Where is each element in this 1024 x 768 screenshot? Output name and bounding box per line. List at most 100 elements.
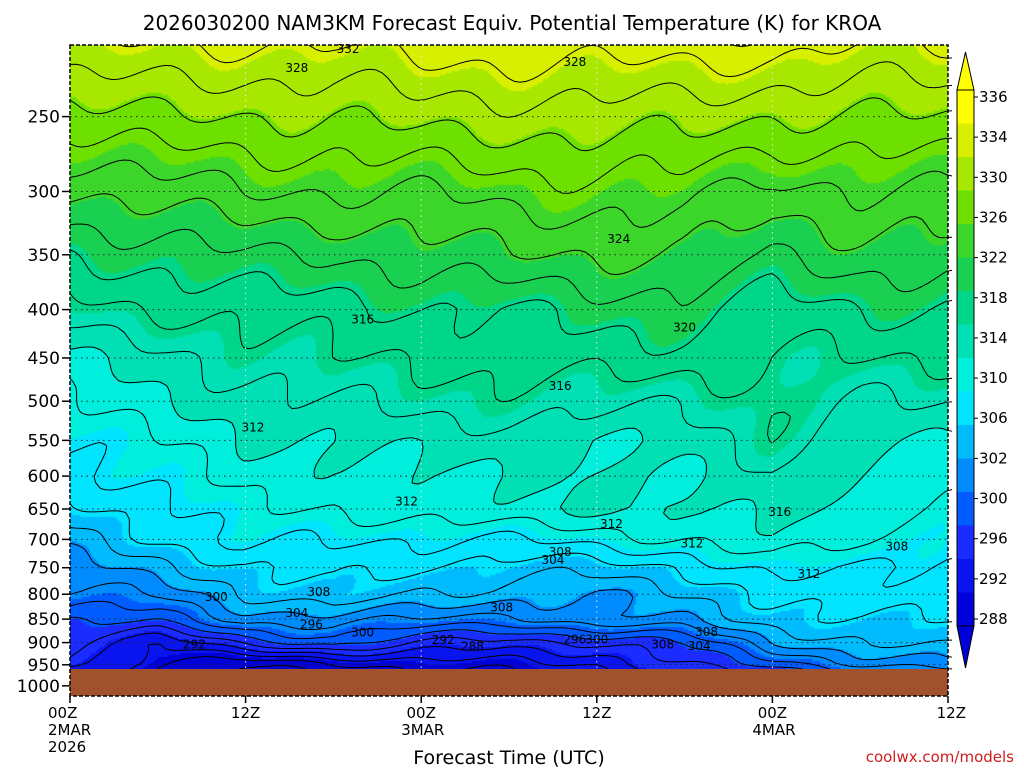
contour-label: 300 — [205, 590, 228, 604]
colorbar-label: 292 — [979, 570, 1008, 588]
x-tick-label: 2MAR — [48, 721, 91, 739]
y-tick-label: 850 — [28, 610, 60, 630]
colorbar-bottom-arrow — [956, 625, 975, 669]
contour-308 — [69, 441, 953, 588]
colorbar-label: 330 — [979, 168, 1008, 186]
contour-label: 320 — [673, 321, 696, 335]
contour-label: 304 — [285, 606, 308, 620]
contour-302 — [69, 542, 953, 661]
y-tick-label: 350 — [28, 246, 60, 266]
contour-290 — [129, 643, 609, 670]
chart-title: 2026030200 NAM3KM Forecast Equiv. Potent… — [143, 11, 882, 35]
contour-label: 296 — [300, 617, 323, 631]
x-tick-label: 12Z — [582, 704, 611, 722]
contour-label: 288 — [461, 640, 484, 654]
contour-label: 324 — [607, 232, 630, 246]
colorbar-label: 322 — [979, 249, 1008, 267]
y-tick-label: 500 — [28, 392, 60, 412]
y-tick-label: 400 — [28, 301, 60, 321]
contour-label: 332 — [337, 42, 360, 56]
contour-314 — [69, 324, 953, 473]
x-tick-label: 00Z — [48, 704, 77, 722]
contour-306 — [69, 503, 953, 624]
colorbar-swatch — [957, 391, 974, 426]
colorbar-swatch — [957, 190, 974, 225]
colorbar-frame — [956, 89, 975, 627]
contour-label: 316 — [549, 379, 572, 393]
x-axis-label: Forecast Time (UTC) — [413, 747, 604, 768]
contour-326 — [69, 127, 953, 194]
colorbar-label: 296 — [979, 530, 1008, 548]
colorbar-label: 306 — [979, 409, 1008, 427]
credit-text: coolwx.com/models — [866, 748, 1014, 766]
y-tick-label: 800 — [28, 585, 60, 605]
contour-label: 296 — [563, 632, 586, 646]
contour-296 — [70, 616, 804, 670]
colorbar-top-arrow — [956, 51, 975, 91]
colorbar-label: 302 — [979, 449, 1008, 467]
y-tick-label: 600 — [28, 467, 60, 487]
plot-area: 332 328 328 324 320 316 316 312 312 312 312 316 312 3… — [69, 42, 953, 697]
contour-label: 308 — [695, 625, 718, 639]
grid-lines — [70, 45, 948, 696]
contour-324 — [69, 159, 953, 230]
x-tick-label: 12Z — [937, 704, 966, 722]
contour-312 — [69, 346, 953, 537]
contour-label: 304 — [541, 553, 564, 567]
colorbar-label: 288 — [979, 610, 1008, 628]
x-tick-label: 2026 — [48, 738, 86, 756]
colorbar-swatch — [957, 492, 974, 526]
colorbar-label: 300 — [979, 490, 1008, 508]
contour-330 — [69, 61, 953, 118]
contour-322 — [69, 193, 953, 276]
contour-label: 316 — [351, 313, 374, 327]
colorbar-swatch — [957, 157, 974, 191]
contour-292 — [69, 632, 639, 670]
contour-label: 312 — [798, 567, 821, 581]
contour-label: 292 — [183, 637, 206, 651]
contour-304 — [69, 527, 952, 649]
y-tick-label: 300 — [28, 182, 60, 202]
y-tick-label: 250 — [28, 108, 60, 128]
contour-label: 308 — [549, 545, 572, 559]
contour-label: 312 — [600, 517, 623, 531]
y-tick-label: 700 — [28, 530, 60, 550]
contour-label: 292 — [432, 633, 455, 647]
y-tick-label: 550 — [28, 431, 60, 451]
contour-318 — [69, 249, 953, 356]
colorbar-label: 318 — [979, 289, 1008, 307]
contour-label: 312 — [395, 494, 418, 508]
colorbar-swatch — [957, 525, 974, 560]
contour-label: 304 — [688, 639, 711, 653]
y-tick-label: 650 — [28, 500, 60, 520]
y-tick-label: 1000 — [17, 677, 60, 697]
contour-label: 316 — [768, 505, 791, 519]
colorbar-swatch — [957, 425, 974, 459]
contour-lines — [69, 44, 953, 670]
colorbar-label: 314 — [979, 329, 1008, 347]
colorbar: 336 334 330 326 322 318 314 310 306 302 300 296 292 2… — [956, 51, 1008, 669]
contour-288 — [157, 656, 516, 670]
colorbar-label: 336 — [979, 88, 1008, 106]
contour-label: 328 — [563, 55, 586, 69]
contour-286 — [239, 665, 307, 670]
colorbar-swatch — [957, 458, 974, 493]
contour-320 — [69, 223, 953, 307]
contour-label: 328 — [285, 61, 308, 75]
x-tick-label: 4MAR — [752, 721, 795, 739]
colorbar-label: 334 — [979, 128, 1008, 146]
colorbar-swatch — [957, 90, 974, 124]
contour-label: 312 — [680, 536, 703, 550]
x-tick-label: 00Z — [407, 704, 436, 722]
x-tick-label: 3MAR — [401, 721, 444, 739]
colorbar-swatch — [957, 123, 974, 158]
ground-surface — [70, 669, 948, 696]
contour-label: 300 — [585, 632, 608, 646]
colorbar-swatch — [957, 592, 974, 627]
contour-label: 308 — [885, 539, 908, 553]
equiv-potential-temperature-field — [70, 45, 948, 669]
contour-328 — [69, 96, 953, 152]
contour-label: 308 — [307, 585, 330, 599]
